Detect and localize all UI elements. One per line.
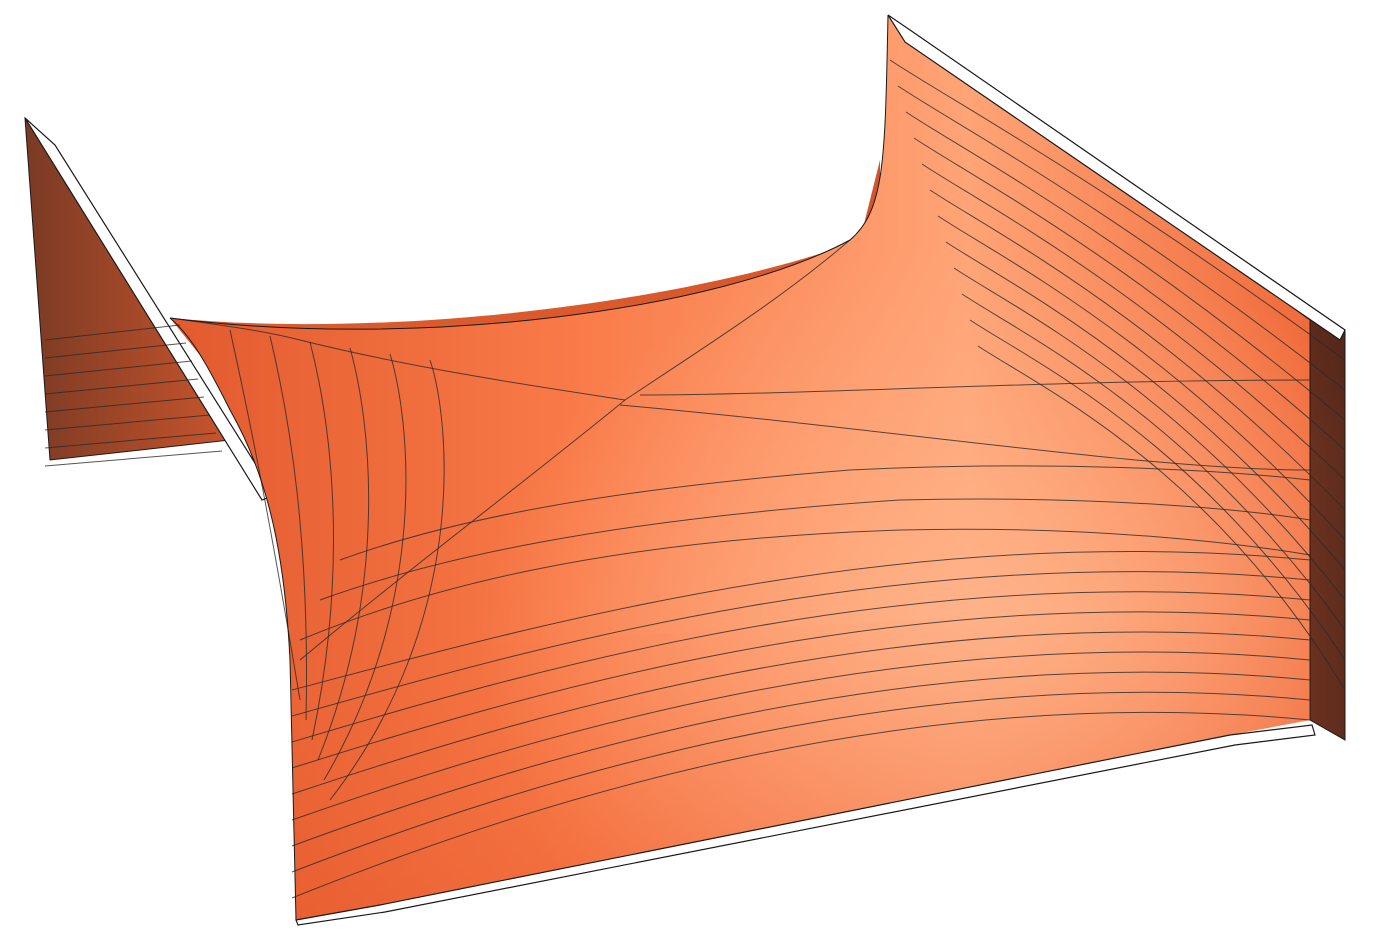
contour-line-right: [977, 345, 1346, 691]
contour-line-front: [291, 611, 1311, 769]
contour-line-mid: [619, 404, 1311, 471]
surface-left-outline: [169, 317, 297, 921]
contour-line-front: [291, 651, 1311, 821]
contour-line-front: [291, 631, 1311, 795]
contour-line-front: [291, 691, 1311, 873]
contour-line-left: [44, 324, 181, 341]
surface-outline: [169, 14, 889, 330]
contour-line-right: [905, 111, 1346, 421]
contour-line-mid: [299, 399, 626, 661]
contour-line-right: [945, 241, 1346, 571]
contour-line-left: [44, 360, 193, 377]
contour-line-mid: [299, 528, 1311, 641]
contour-line-right: [969, 319, 1346, 661]
contour-line-front: [291, 671, 1311, 847]
right-wall-top-edge: [887, 14, 1346, 341]
contour-line-left: [44, 342, 187, 359]
contour-line-cusp: [317, 347, 370, 761]
contour-line-mid: [319, 498, 1311, 601]
contour-line-mid: [639, 379, 1311, 396]
contour-line-front: [291, 711, 1311, 899]
bottom-edge: [295, 724, 1316, 926]
contour-line-right: [921, 163, 1346, 481]
contour-line-right: [929, 189, 1346, 511]
contour-line-mid: [169, 317, 626, 401]
contour-line-left: [44, 432, 217, 449]
contour-line-right: [953, 267, 1346, 601]
contour-line-left: [44, 450, 223, 467]
contour-line-mid: [624, 239, 851, 401]
contour-line-mid: [339, 465, 1311, 561]
contour-line-cusp: [309, 341, 334, 741]
left-wall-panel: [24, 116, 231, 461]
front-wall-panel: [290, 600, 1310, 920]
contour-line-cusp: [323, 353, 407, 781]
contour-line-right: [889, 59, 1346, 361]
contour-line-right: [897, 85, 1346, 391]
contour-lines: [44, 59, 1346, 899]
contour-line-right: [937, 215, 1346, 541]
contour-line-left: [44, 396, 205, 413]
contour-line-cusp: [329, 359, 445, 801]
contour-line-front: [291, 571, 1311, 717]
contour-line-left: [44, 378, 199, 395]
contour-line-right: [913, 137, 1346, 451]
contour-line-front: [291, 550, 1311, 691]
contour-line-right: [961, 293, 1346, 631]
contour-line-front: [291, 591, 1311, 743]
contour-line-left: [44, 414, 211, 431]
contour-line-cusp: [269, 335, 308, 721]
